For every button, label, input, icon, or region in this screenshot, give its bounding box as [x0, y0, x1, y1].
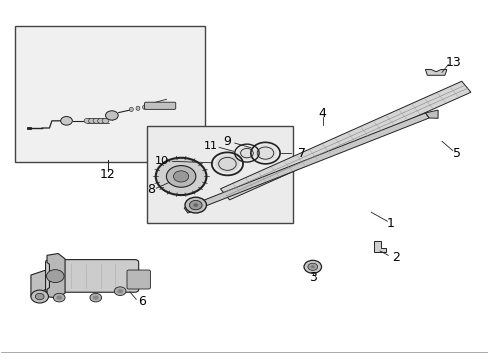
Ellipse shape: [136, 106, 140, 111]
Ellipse shape: [129, 107, 133, 112]
Circle shape: [173, 171, 188, 182]
Text: 6: 6: [138, 295, 146, 308]
Circle shape: [61, 117, 72, 125]
Circle shape: [35, 293, 44, 300]
Polygon shape: [47, 253, 65, 298]
Circle shape: [98, 118, 104, 123]
Text: 12: 12: [100, 168, 116, 181]
Circle shape: [184, 197, 206, 213]
Polygon shape: [425, 110, 437, 118]
Text: 11: 11: [203, 141, 217, 151]
Circle shape: [84, 118, 91, 123]
Text: 10: 10: [154, 156, 168, 166]
Polygon shape: [220, 81, 470, 200]
Polygon shape: [31, 270, 58, 297]
Circle shape: [304, 260, 321, 273]
FancyBboxPatch shape: [45, 260, 139, 292]
Circle shape: [93, 296, 99, 300]
FancyBboxPatch shape: [144, 102, 175, 109]
FancyBboxPatch shape: [127, 270, 150, 289]
Text: 3: 3: [308, 271, 316, 284]
Circle shape: [102, 118, 109, 123]
Polygon shape: [373, 241, 385, 252]
Ellipse shape: [142, 105, 146, 109]
Text: 13: 13: [445, 56, 460, 69]
Circle shape: [215, 155, 239, 173]
Polygon shape: [425, 69, 446, 75]
Text: 1: 1: [386, 216, 394, 230]
Text: 4: 4: [318, 107, 326, 120]
Circle shape: [105, 111, 118, 120]
Circle shape: [307, 263, 317, 270]
Text: 5: 5: [452, 147, 460, 159]
Text: 2: 2: [391, 251, 399, 264]
Circle shape: [189, 201, 202, 210]
Circle shape: [166, 166, 195, 187]
Circle shape: [114, 287, 126, 296]
Circle shape: [90, 293, 102, 302]
Text: 9: 9: [223, 135, 231, 148]
Bar: [15, 26, 205, 162]
Circle shape: [31, 290, 48, 303]
Circle shape: [254, 145, 276, 161]
Circle shape: [117, 289, 123, 293]
Circle shape: [88, 118, 95, 123]
Circle shape: [93, 118, 100, 123]
Circle shape: [46, 270, 64, 283]
Circle shape: [193, 203, 198, 207]
Circle shape: [53, 293, 65, 302]
Circle shape: [56, 296, 62, 300]
Circle shape: [310, 265, 314, 268]
Bar: [147, 126, 293, 223]
Circle shape: [156, 158, 206, 195]
Circle shape: [237, 146, 256, 160]
Text: 7: 7: [297, 147, 305, 159]
Text: 8: 8: [146, 183, 155, 196]
Polygon shape: [184, 113, 428, 213]
